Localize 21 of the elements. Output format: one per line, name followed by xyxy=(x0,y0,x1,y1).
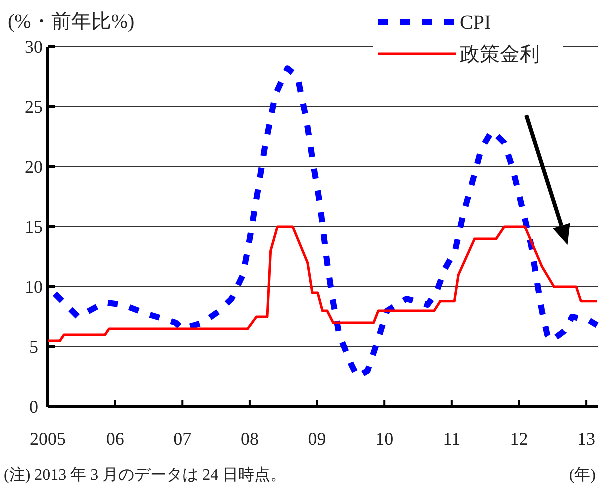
x-tick-label: 07 xyxy=(174,429,192,449)
y-axis-title: (%・前年比%) xyxy=(8,11,135,33)
x-tick-label: 08 xyxy=(240,429,259,449)
x-tick-label: 2005 xyxy=(30,429,66,449)
x-tick-label: 09 xyxy=(308,429,326,449)
y-tick-label: 5 xyxy=(30,337,38,357)
x-axis-title: (年) xyxy=(569,467,596,484)
y-tick-label: 10 xyxy=(25,277,43,297)
legend-label: 政策金利 xyxy=(460,44,540,66)
y-tick-label: 20 xyxy=(25,157,43,177)
y-tick-label: 30 xyxy=(25,37,43,57)
x-tick-label: 11 xyxy=(443,429,461,449)
y-tick-label: 25 xyxy=(25,97,43,117)
y-tick-label: 15 xyxy=(25,217,43,237)
text: (注) 2013 年 3 月のデータは 24 日時点。 xyxy=(4,466,287,484)
x-tick-label: 13 xyxy=(578,429,596,449)
y-tick-label: 0 xyxy=(30,397,38,417)
x-tick-label: 06 xyxy=(106,429,124,449)
x-tick-label: 10 xyxy=(376,429,394,449)
x-tick-label: 12 xyxy=(510,429,528,449)
legend-label: CPI xyxy=(460,12,492,34)
